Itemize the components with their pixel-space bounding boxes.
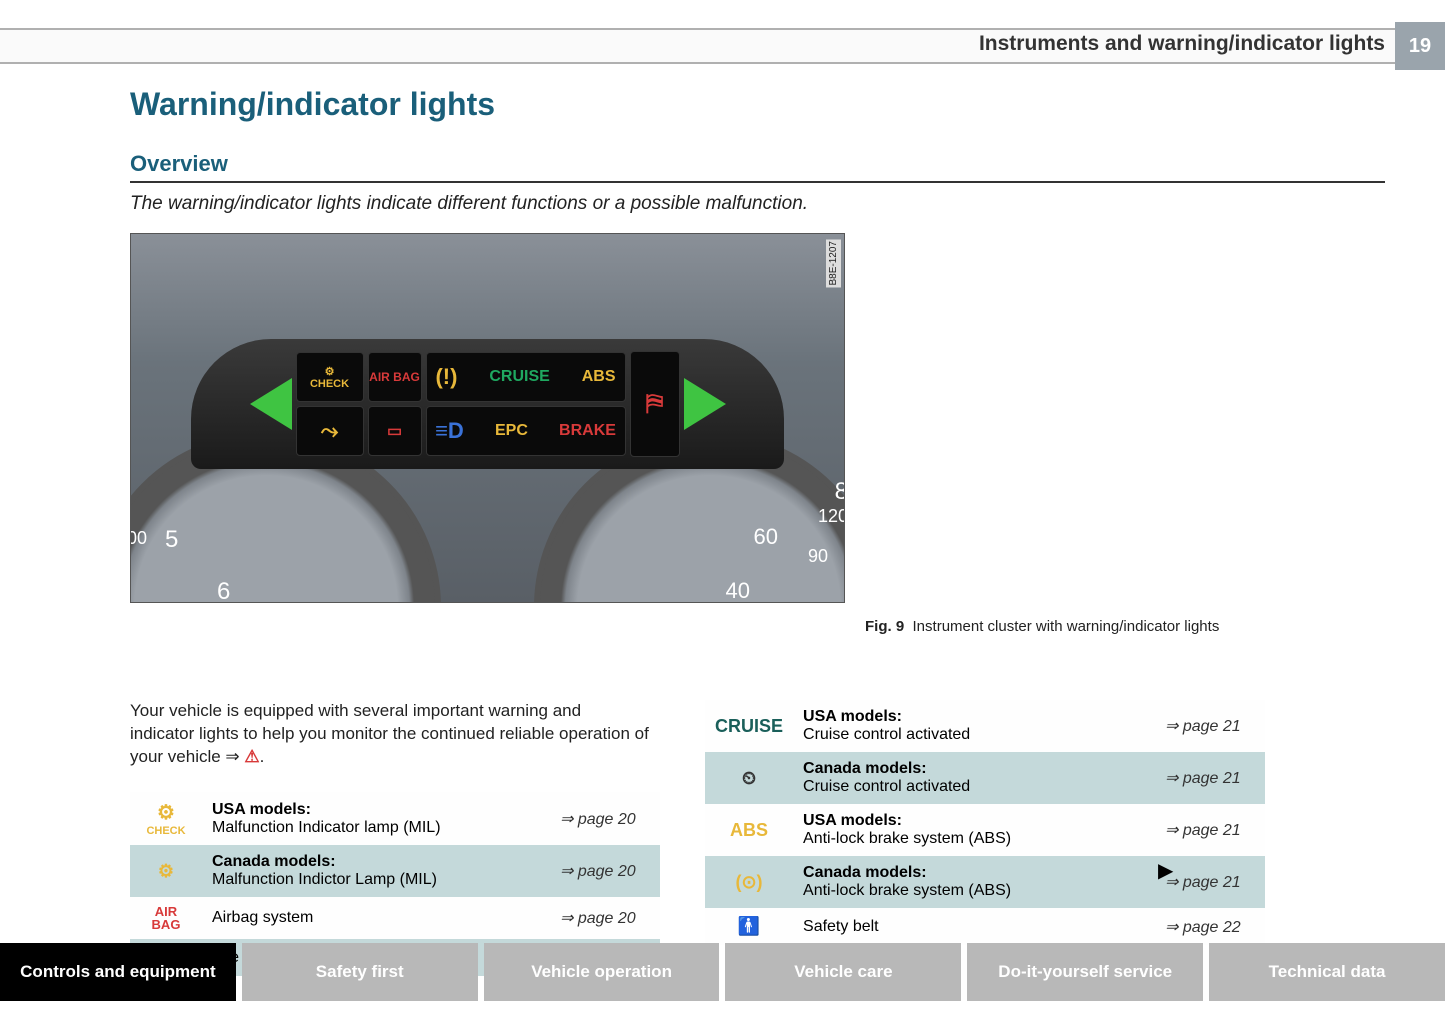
table-row: CRUISEUSA models:Cruise control activate… bbox=[705, 700, 1265, 752]
battery-icon: ▭ bbox=[368, 406, 422, 456]
header-bar: Instruments and warning/indicator lights bbox=[0, 28, 1445, 64]
indicator-description: Canada models:Cruise control activated bbox=[793, 752, 1155, 804]
epc-icon: EPC bbox=[495, 422, 528, 440]
table-row: ABSUSA models:Anti-lock brake system (AB… bbox=[705, 804, 1265, 856]
nav-tab[interactable]: Controls and equipment bbox=[0, 943, 236, 1001]
check-engine-icon: ⚙CHECK bbox=[296, 352, 364, 402]
indicator-description: Canada models:Anti-lock brake system (AB… bbox=[793, 856, 1155, 908]
page-reference: page 22 bbox=[1155, 908, 1265, 945]
warning-triangle-icon: ⚠ bbox=[244, 746, 259, 769]
page-reference: page 20 bbox=[550, 845, 660, 897]
page-content: Warning/indicator lights Overview The wa… bbox=[130, 86, 1385, 603]
nav-tab[interactable]: Technical data bbox=[1209, 943, 1445, 1001]
esp-icon: ⤳ bbox=[296, 406, 364, 456]
indicator-description: Safety belt bbox=[793, 908, 1155, 945]
page-reference: page 20 bbox=[550, 897, 660, 939]
indicator-description: USA models:Cruise control activated bbox=[793, 700, 1155, 752]
indicator-description: USA models:Anti-lock brake system (ABS) bbox=[793, 804, 1155, 856]
seatbelt-icon: ⛿ bbox=[630, 351, 680, 457]
page-reference: page 21 bbox=[1155, 752, 1265, 804]
figure-caption: Fig. 9 Instrument cluster with warning/i… bbox=[865, 618, 1265, 635]
indicator-description: USA models:Malfunction Indicator lamp (M… bbox=[202, 792, 550, 845]
body-paragraph: Your vehicle is equipped with several im… bbox=[130, 700, 650, 769]
photo-reference: B8E-1207 bbox=[826, 239, 841, 287]
table-row: AIRBAGAirbag systempage 20 bbox=[130, 897, 660, 939]
table-row: 🚹Safety beltpage 22 bbox=[705, 908, 1265, 945]
indicator-icon: (⊙) bbox=[705, 856, 793, 908]
table-row: ⚙Canada models:Malfunction Indictor Lamp… bbox=[130, 845, 660, 897]
page-reference: page 20 bbox=[550, 792, 660, 845]
nav-tab[interactable]: Vehicle care bbox=[725, 943, 961, 1001]
indicator-description: Canada models:Malfunction Indictor Lamp … bbox=[202, 845, 550, 897]
highbeam-icon: ≡D bbox=[435, 418, 464, 444]
indicator-icon: ABS bbox=[705, 804, 793, 856]
bottom-tabs: Controls and equipmentSafety firstVehicl… bbox=[0, 943, 1445, 1001]
table-row: ⏲Canada models:Cruise control activatedp… bbox=[705, 752, 1265, 804]
continue-arrow-icon: ▶ bbox=[1158, 858, 1173, 883]
abs-icon: ABS bbox=[582, 368, 616, 386]
section-subtitle: The warning/indicator lights indicate di… bbox=[130, 193, 1385, 215]
table-row: ⚙CHECKUSA models:Malfunction Indicator l… bbox=[130, 792, 660, 845]
indicator-icon: ⚙CHECK bbox=[130, 792, 202, 845]
tpms-icon: (!) bbox=[435, 364, 457, 390]
right-turn-icon bbox=[684, 378, 726, 430]
airbag-icon: AIR BAG bbox=[368, 352, 422, 402]
cruise-icon: CRUISE bbox=[489, 368, 549, 386]
nav-tab[interactable]: Vehicle operation bbox=[484, 943, 720, 1001]
page-number: 19 bbox=[1395, 22, 1445, 70]
main-title: Warning/indicator lights bbox=[130, 86, 1385, 123]
dashboard-figure: B8E-1207 1000 5 6 8 60 120 90 40 ⚙CHECK … bbox=[130, 233, 845, 603]
brake-icon: BRAKE bbox=[559, 422, 616, 440]
indicator-icon: ⚙ bbox=[130, 845, 202, 897]
indicator-icon: 🚹 bbox=[705, 908, 793, 945]
page-reference: page 21 bbox=[1155, 700, 1265, 752]
indicator-icon: AIRBAG bbox=[130, 897, 202, 939]
chapter-title: Instruments and warning/indicator lights bbox=[979, 32, 1385, 56]
indicator-description: Airbag system bbox=[202, 897, 550, 939]
nav-tab[interactable]: Do-it-yourself service bbox=[967, 943, 1203, 1001]
nav-tab[interactable]: Safety first bbox=[242, 943, 478, 1001]
page-reference: page 21 bbox=[1155, 804, 1265, 856]
left-turn-icon bbox=[250, 378, 292, 430]
indicator-table-right: CRUISEUSA models:Cruise control activate… bbox=[705, 700, 1265, 945]
indicator-panel: ⚙CHECK ⤳ AIR BAG ▭ (!) CRUISE ABS ≡D EPC… bbox=[191, 339, 784, 469]
indicator-icon: CRUISE bbox=[705, 700, 793, 752]
indicator-icon: ⏲ bbox=[705, 752, 793, 804]
section-title: Overview bbox=[130, 151, 1385, 183]
table-row: (⊙)Canada models:Anti-lock brake system … bbox=[705, 856, 1265, 908]
